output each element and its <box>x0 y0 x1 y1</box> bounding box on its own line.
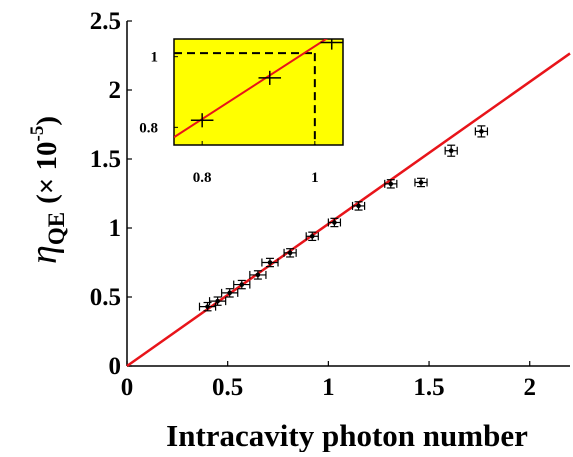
data-point <box>305 231 319 242</box>
y-label-exponent: -5 <box>27 126 48 142</box>
x-axis-label: Intracavity photon number <box>166 418 528 452</box>
inset-background <box>173 38 344 146</box>
inset-x-tick-label: 0.8 <box>193 170 212 186</box>
data-point <box>384 179 398 189</box>
x-tick-label: 1 <box>322 374 335 401</box>
y-label-symbol: η <box>23 245 65 264</box>
data-marker <box>267 260 273 265</box>
x-tick-label: 2 <box>523 374 536 401</box>
data-marker <box>239 282 245 287</box>
y-tick-label: 1 <box>109 215 122 242</box>
data-point <box>249 270 267 280</box>
data-point <box>414 177 428 188</box>
svg-text:ηQE(× 10-5): ηQE (× 10-5) <box>23 116 69 264</box>
inset-data-point <box>258 70 282 85</box>
data-point <box>474 125 489 138</box>
data-marker <box>332 220 337 225</box>
y-label-scale: (× 10 <box>31 141 63 203</box>
y-tick-label: 1.5 <box>90 146 121 173</box>
data-point <box>327 217 342 228</box>
inset-data-point <box>190 113 214 128</box>
y-axis-label: ηQE (× 10-5) <box>23 116 69 264</box>
inset-x-tick-label: 1 <box>311 170 319 186</box>
x-tick-label: 0 <box>121 374 134 401</box>
data-marker <box>418 180 424 185</box>
data-marker <box>205 304 210 309</box>
y-tick-label: 0.5 <box>90 284 121 311</box>
x-tick-label: 0.5 <box>212 374 243 401</box>
data-point <box>351 201 366 211</box>
main-plot: 0 0.5 1 1.5 2 0 0.5 1 1.5 2 2.5 <box>90 8 571 401</box>
data-marker <box>479 129 484 134</box>
data-point <box>198 301 217 312</box>
data-marker <box>227 290 232 296</box>
y-tick-label: 2.5 <box>90 8 121 35</box>
data-marker <box>287 250 293 256</box>
data-point <box>221 288 239 298</box>
data-point <box>261 257 279 268</box>
inset-data-point <box>320 39 343 50</box>
fit-line <box>126 52 571 368</box>
x-tick-label: 1.5 <box>413 374 444 401</box>
data-marker <box>356 203 361 209</box>
y-tick-label: 0 <box>109 353 122 380</box>
inset-y-tick-label: 1 <box>151 50 159 66</box>
y-label-subscript: QE <box>44 212 69 245</box>
data-marker <box>255 272 261 278</box>
inset-y-tick-label: 0.8 <box>139 120 158 136</box>
data-marker <box>388 181 394 187</box>
data-marker <box>448 148 454 154</box>
data-point <box>208 296 227 306</box>
data-point <box>283 248 297 258</box>
data-marker <box>215 298 220 304</box>
inset-body <box>174 39 343 145</box>
data-marker <box>309 233 315 239</box>
y-label-close: ) <box>31 116 63 126</box>
data-point <box>233 279 251 290</box>
y-tick-label: 2 <box>109 77 122 104</box>
inset-plot: 0.8 1 0.8 1 <box>139 38 344 186</box>
data-point <box>444 144 458 157</box>
